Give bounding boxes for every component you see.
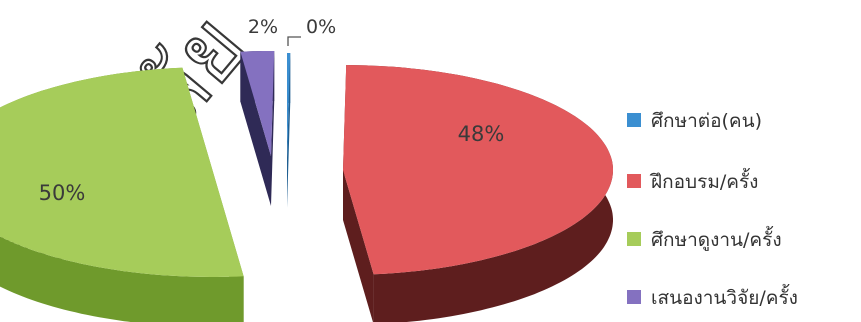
legend-swatch-training <box>627 174 641 188</box>
slice-cut-training-1 <box>343 170 374 322</box>
data-label-study: 0% <box>306 16 336 38</box>
data-label-research: 2% <box>248 16 278 38</box>
legend-label-research: เสนองานวิจัย/ครั้ง <box>651 284 798 309</box>
data-label-study-visit: 50% <box>39 181 86 205</box>
slice-cut-research-1 <box>271 51 275 206</box>
legend: ศึกษาต่อ(คน) ฝึกอบรม/ครั้ง ศึกษาดูงาน/คร… <box>627 110 798 309</box>
slice-cut-study-1 <box>287 53 291 208</box>
data-label-training: 48% <box>458 122 505 146</box>
legend-label-study: ศึกษาต่อ(คน) <box>651 110 762 132</box>
slice-cut-research-0 <box>240 51 271 207</box>
legend-label-study-visit: ศึกษาดูงาน/ครั้ง <box>651 226 782 251</box>
legend-swatch-research <box>627 290 641 304</box>
slice-study-visit <box>0 67 244 277</box>
slice-research <box>240 51 275 156</box>
legend-swatch-study <box>627 113 641 127</box>
legend-swatch-study-visit <box>627 232 641 246</box>
slice-tops <box>0 51 613 277</box>
slice-training <box>343 65 613 275</box>
slice-study <box>287 53 291 158</box>
legend-label-training: ฝึกอบรม/ครั้ง <box>649 168 758 193</box>
leader-line-study <box>287 36 301 46</box>
